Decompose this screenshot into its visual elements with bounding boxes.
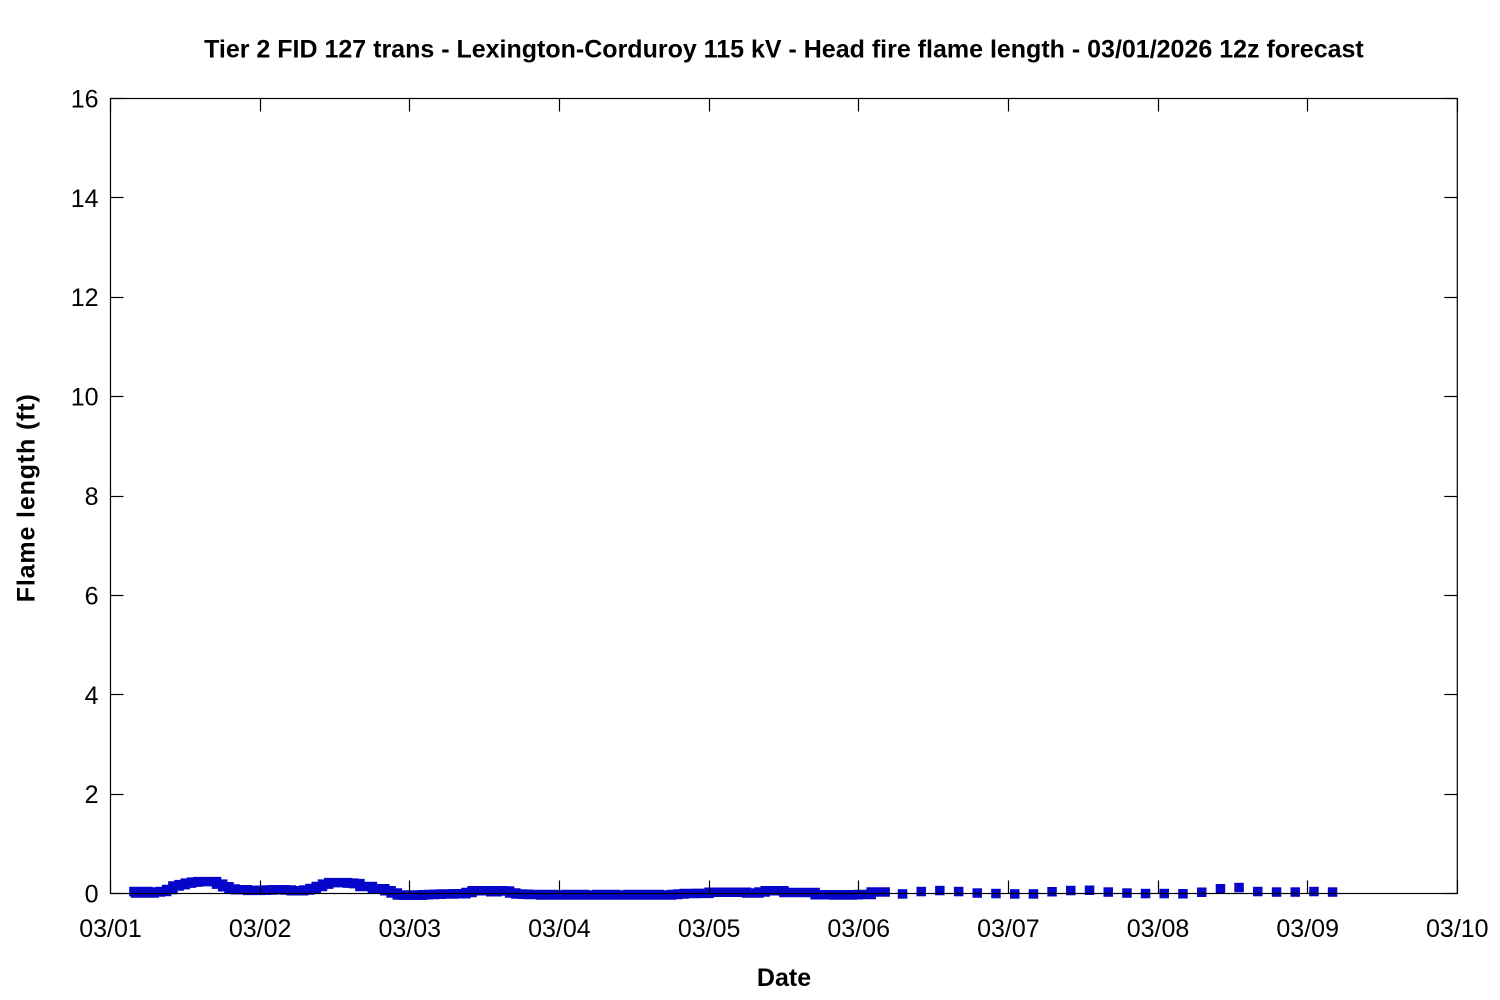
svg-text:2: 2 [85, 781, 99, 809]
svg-text:03/02: 03/02 [229, 915, 292, 943]
svg-text:Flame length (ft): Flame length (ft) [13, 393, 41, 602]
svg-text:03/10: 03/10 [1426, 915, 1489, 943]
svg-text:03/07: 03/07 [977, 915, 1040, 943]
svg-text:03/03: 03/03 [379, 915, 442, 943]
svg-text:Tier 2 FID 127 trans - Lexingt: Tier 2 FID 127 trans - Lexington-Corduro… [204, 36, 1364, 64]
svg-text:03/08: 03/08 [1127, 915, 1190, 943]
svg-text:6: 6 [85, 582, 99, 610]
svg-text:14: 14 [71, 185, 99, 213]
svg-text:4: 4 [85, 682, 99, 710]
svg-text:16: 16 [71, 86, 99, 114]
svg-text:03/09: 03/09 [1276, 915, 1339, 943]
svg-text:Date: Date [757, 964, 811, 992]
svg-text:03/01: 03/01 [79, 915, 142, 943]
svg-text:03/04: 03/04 [528, 915, 591, 943]
svg-text:8: 8 [85, 483, 99, 511]
svg-text:12: 12 [71, 284, 99, 312]
svg-text:0: 0 [85, 881, 99, 909]
svg-text:10: 10 [71, 384, 99, 412]
svg-text:03/06: 03/06 [827, 915, 890, 943]
svg-text:03/05: 03/05 [678, 915, 741, 943]
